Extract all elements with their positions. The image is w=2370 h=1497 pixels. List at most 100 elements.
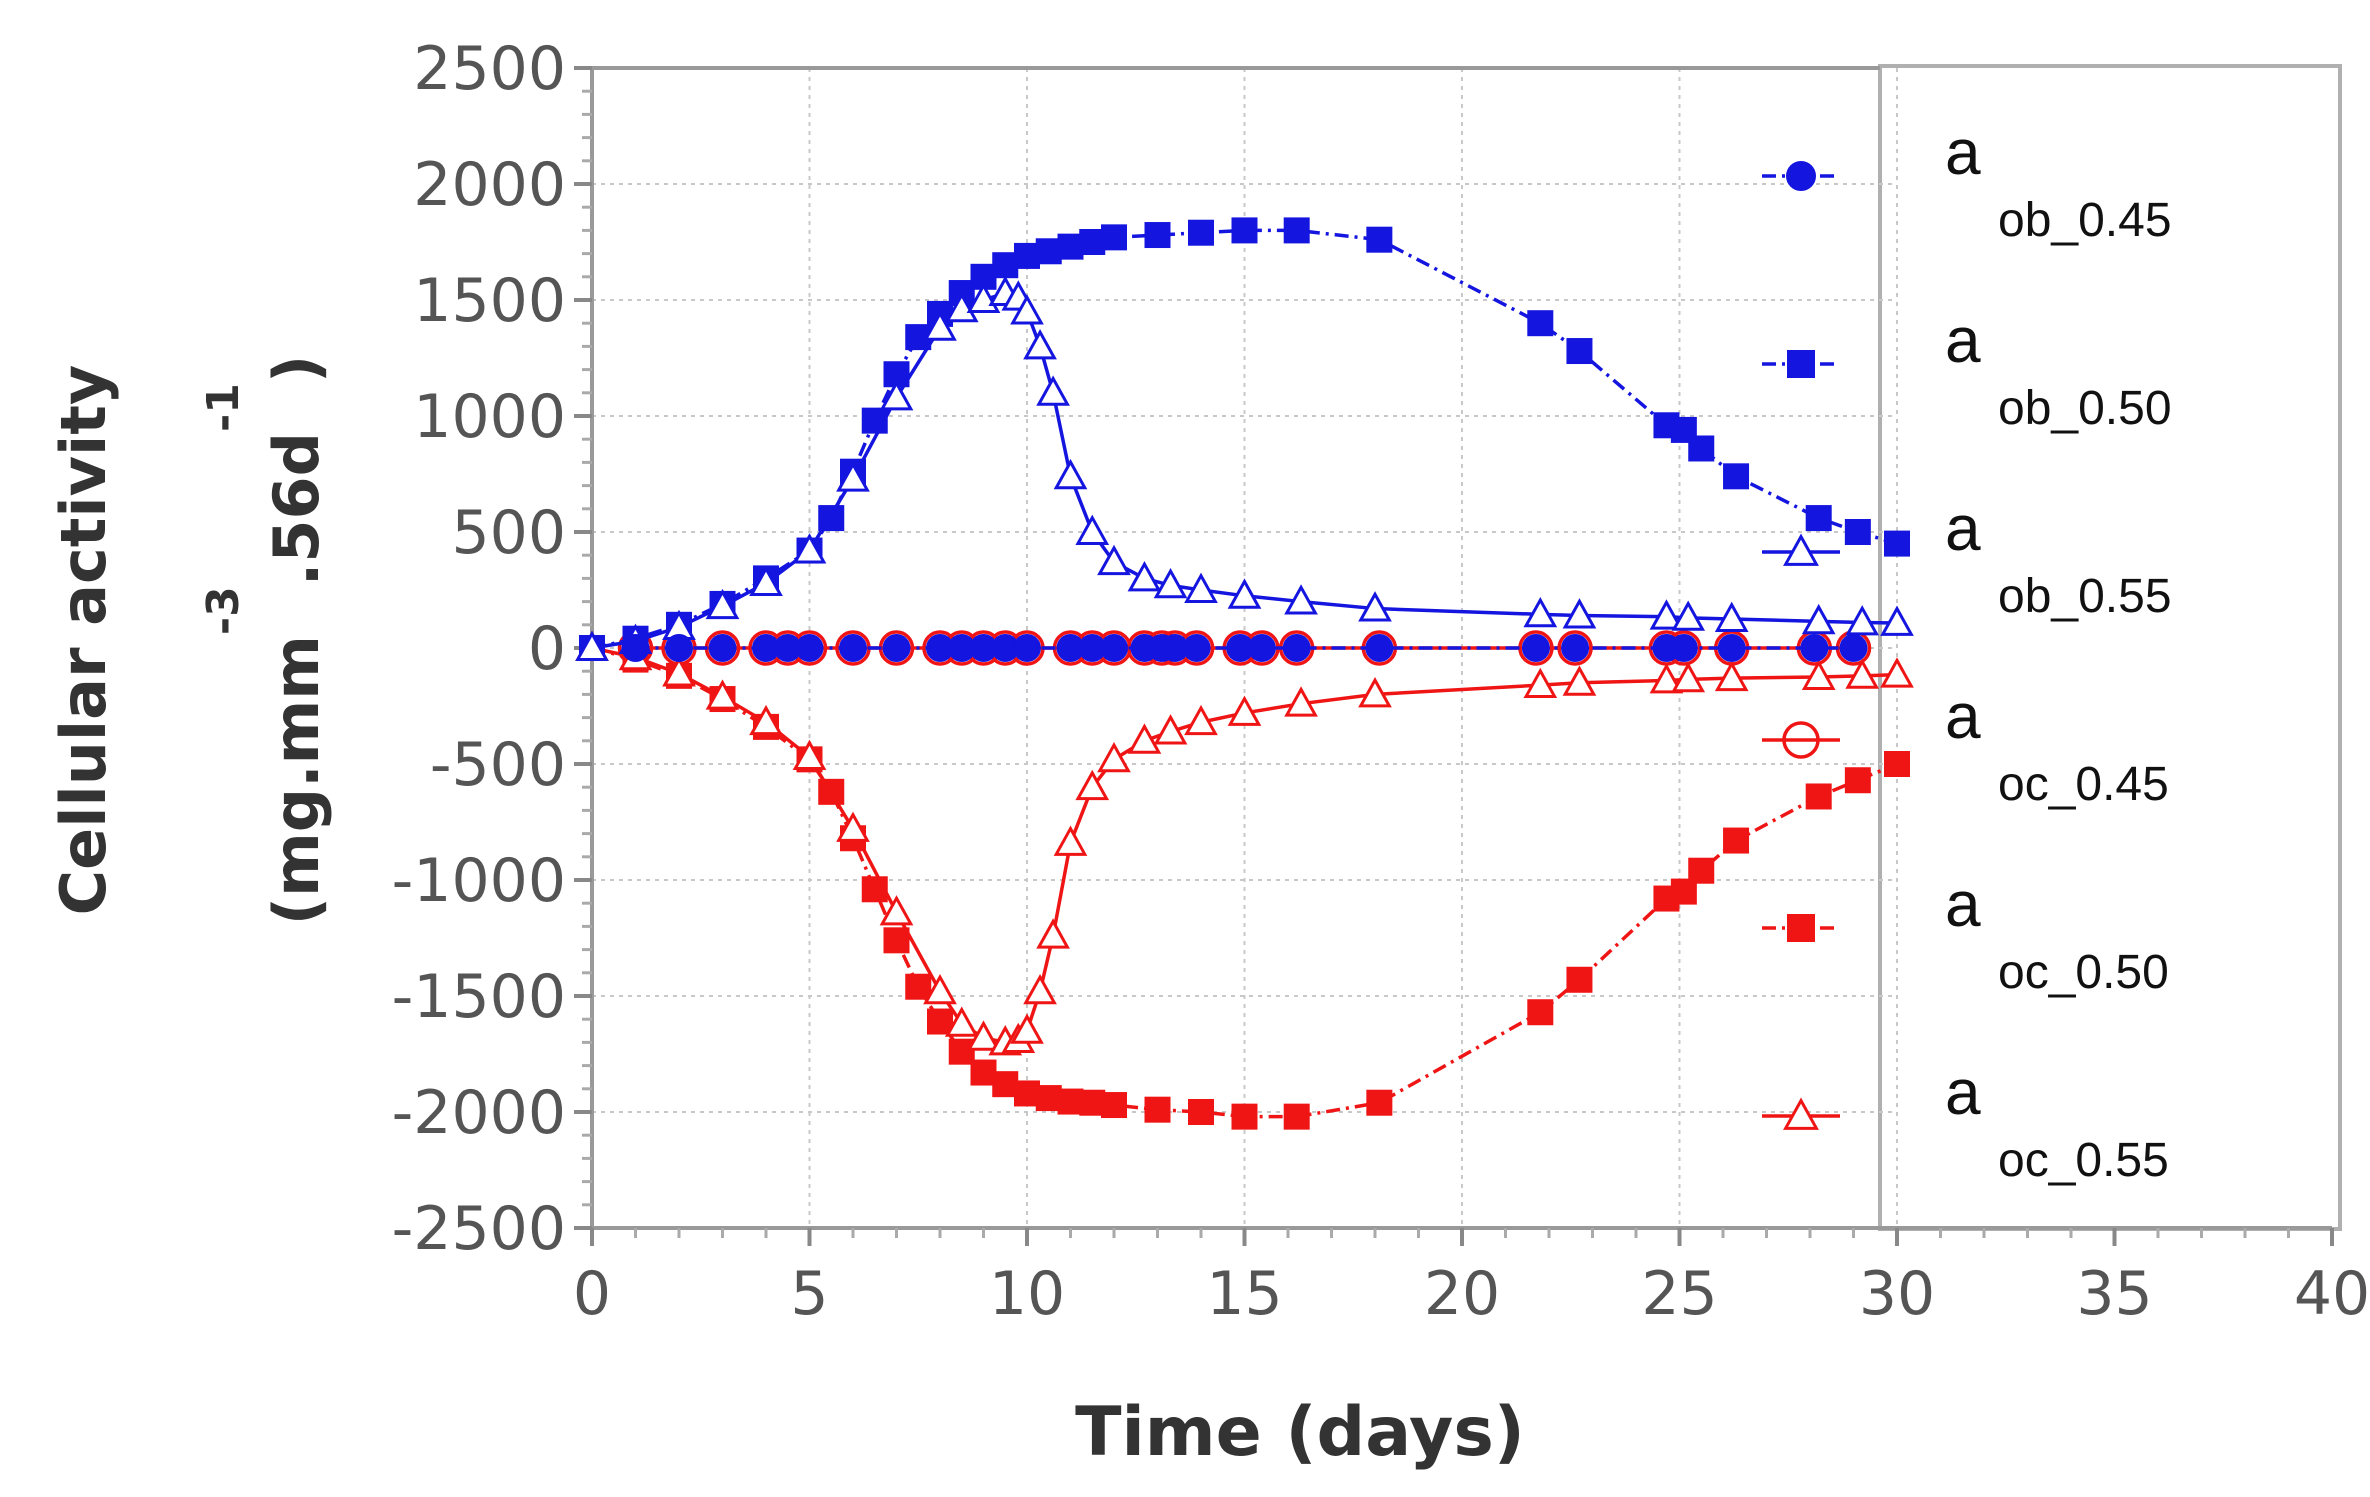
y-tick-label: 1500 bbox=[413, 266, 566, 336]
data-point bbox=[662, 656, 696, 687]
y-tick-label: -2500 bbox=[392, 1194, 566, 1264]
series-layer bbox=[575, 217, 1914, 1130]
data-point bbox=[1671, 661, 1706, 693]
data-point bbox=[1153, 567, 1188, 599]
legend-label-main: a bbox=[1945, 304, 1981, 376]
data-point bbox=[1562, 598, 1597, 629]
data-point bbox=[795, 634, 824, 662]
y-tick-label: 1000 bbox=[413, 382, 566, 452]
y-axis-title-exp2: -1 bbox=[198, 383, 249, 432]
data-point bbox=[1688, 857, 1715, 884]
data-point bbox=[905, 973, 932, 1000]
data-point bbox=[1284, 584, 1318, 615]
data-point bbox=[1053, 825, 1088, 856]
legend-label-main: a bbox=[1945, 680, 1981, 752]
data-point bbox=[749, 565, 783, 596]
data-point bbox=[1566, 966, 1593, 993]
data-point bbox=[621, 634, 650, 662]
data-point bbox=[1688, 435, 1715, 462]
data-point bbox=[1671, 600, 1706, 631]
legend-label-sub: ob_0.45 bbox=[1998, 194, 2172, 247]
data-point bbox=[1358, 677, 1392, 708]
series-ob_0.55 bbox=[575, 275, 1914, 661]
data-point bbox=[1566, 338, 1593, 365]
data-point bbox=[879, 895, 914, 926]
data-point bbox=[1100, 634, 1128, 662]
data-point bbox=[665, 634, 693, 662]
data-point bbox=[1800, 634, 1829, 662]
data-point bbox=[1839, 634, 1868, 662]
data-point bbox=[992, 1071, 1019, 1098]
data-point bbox=[1561, 634, 1590, 662]
data-point bbox=[1035, 238, 1062, 265]
data-point bbox=[882, 634, 911, 662]
data-point bbox=[1518, 630, 1554, 666]
x-tick-label: 5 bbox=[790, 1259, 828, 1329]
y-tick-label: 2000 bbox=[413, 150, 566, 220]
legend-label-sub: oc_0.55 bbox=[1998, 1134, 2169, 1187]
data-point bbox=[1717, 634, 1746, 662]
legend-label-main: a bbox=[1945, 1056, 1981, 1128]
x-tick-label: 20 bbox=[1424, 1259, 1500, 1329]
data-point bbox=[708, 634, 737, 662]
data-point bbox=[1366, 226, 1393, 253]
data-point bbox=[1153, 714, 1188, 745]
y-tick-label: 0 bbox=[528, 614, 566, 684]
data-point bbox=[1014, 1080, 1040, 1107]
data-point bbox=[944, 291, 979, 323]
data-point bbox=[1805, 783, 1832, 810]
data-point bbox=[1231, 1103, 1258, 1130]
data-point bbox=[1227, 578, 1262, 609]
legend: aob_0.45aob_0.50aob_0.55aoc_0.45aoc_0.50… bbox=[1762, 116, 2172, 1187]
legend-item: a oc_0.50 bbox=[1762, 868, 2169, 999]
data-point bbox=[1283, 217, 1310, 244]
data-point bbox=[1284, 686, 1318, 717]
data-point bbox=[1184, 572, 1218, 603]
y-tick-label: 2500 bbox=[413, 34, 566, 104]
data-point bbox=[1844, 767, 1871, 794]
data-point bbox=[923, 310, 957, 341]
data-point bbox=[948, 1038, 975, 1065]
data-point bbox=[1075, 769, 1110, 801]
data-point bbox=[966, 1020, 1001, 1051]
data-point bbox=[970, 1059, 997, 1086]
data-point bbox=[992, 252, 1019, 279]
legend-label: a ob_0.55 bbox=[1945, 492, 2172, 623]
y-axis-title-prefix: (mg.mm bbox=[260, 635, 333, 925]
data-point bbox=[1182, 634, 1211, 662]
data-point bbox=[1521, 634, 1550, 662]
data-point bbox=[1805, 505, 1832, 532]
data-point bbox=[1188, 1099, 1214, 1125]
data-point bbox=[1844, 519, 1871, 545]
y-tick-label: -1000 bbox=[392, 846, 566, 916]
data-point bbox=[575, 630, 609, 661]
y-axis-title-line2: (mg.mm-3.56d-1) bbox=[198, 355, 333, 925]
data-point bbox=[1282, 634, 1311, 662]
data-point bbox=[1801, 659, 1836, 690]
legend-item: a oc_0.45 bbox=[1762, 680, 2169, 811]
legend-item: a ob_0.45 bbox=[1762, 116, 2172, 247]
data-point bbox=[749, 704, 783, 736]
data-point bbox=[1010, 1013, 1044, 1044]
data-point bbox=[1358, 591, 1392, 622]
data-point bbox=[1880, 657, 1914, 688]
data-point bbox=[1557, 630, 1593, 666]
legend-item: a ob_0.50 bbox=[1762, 304, 2172, 435]
data-point bbox=[1669, 634, 1698, 662]
ticks: 2500 2000 1500 1000 500 0 -500 -1000 -1500 -2000 -… bbox=[392, 34, 2370, 1329]
data-point bbox=[1523, 667, 1558, 699]
legend-item: a ob_0.55 bbox=[1762, 492, 2172, 623]
data-point bbox=[1523, 596, 1558, 628]
x-tick-label: 10 bbox=[989, 1259, 1065, 1329]
data-point bbox=[705, 588, 740, 620]
data-point bbox=[1845, 658, 1880, 689]
data-point bbox=[839, 634, 867, 662]
data-point bbox=[1144, 222, 1171, 249]
data-point bbox=[1845, 605, 1880, 636]
legend-label: a oc_0.55 bbox=[1945, 1056, 2169, 1187]
data-point bbox=[792, 739, 827, 770]
data-point bbox=[836, 461, 870, 492]
y-axis-title-exp1: -3 bbox=[198, 586, 249, 635]
data-point bbox=[1787, 914, 1815, 942]
legend-label-main: a bbox=[1945, 492, 1981, 564]
